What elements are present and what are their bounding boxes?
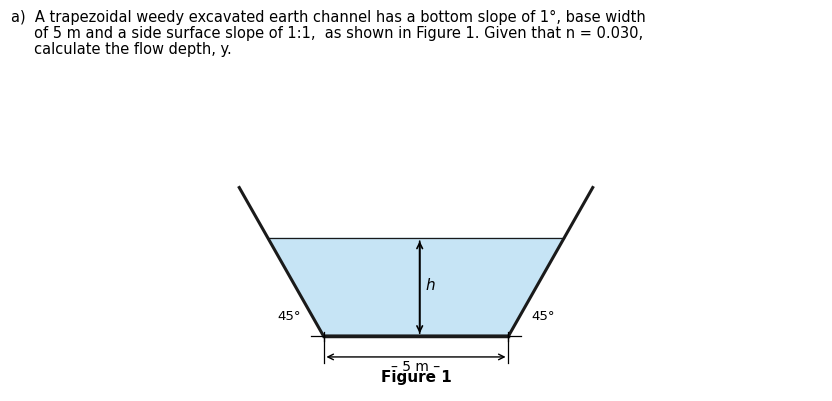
Text: calculate the flow depth, y.: calculate the flow depth, y. <box>11 42 231 57</box>
Polygon shape <box>268 238 564 336</box>
Text: of 5 m and a side surface slope of 1:1,  as shown in Figure 1. Given that n = 0.: of 5 m and a side surface slope of 1:1, … <box>11 26 643 41</box>
Text: h: h <box>425 278 435 293</box>
Text: a)  A trapezoidal weedy excavated earth channel has a bottom slope of 1°, base w: a) A trapezoidal weedy excavated earth c… <box>11 10 646 25</box>
Text: Figure 1: Figure 1 <box>380 370 452 385</box>
Text: – 5 m –: – 5 m – <box>391 360 441 374</box>
Text: 45°: 45° <box>277 310 300 323</box>
Text: 45°: 45° <box>532 310 555 323</box>
